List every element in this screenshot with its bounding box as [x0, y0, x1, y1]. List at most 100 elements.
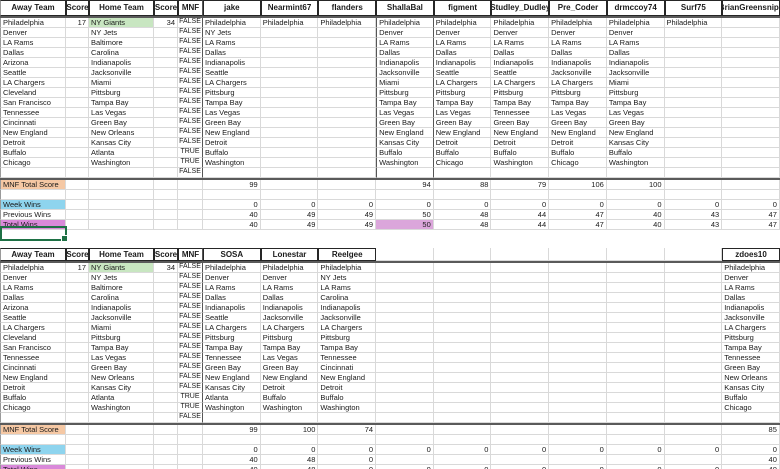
pick-cell[interactable]: LA Rams: [376, 38, 434, 48]
pick-cell[interactable]: [722, 18, 780, 28]
total-wins-cell[interactable]: 44: [491, 220, 550, 230]
mnf-flag-cell[interactable]: FALSE: [178, 68, 203, 78]
total-wins-label[interactable]: Total Wins: [0, 465, 66, 469]
pick-cell[interactable]: New England: [203, 373, 261, 383]
home-score-cell[interactable]: [154, 403, 178, 413]
pick-cell[interactable]: [433, 413, 492, 423]
week-wins-cell[interactable]: 0: [433, 200, 492, 210]
pick-cell[interactable]: Denver: [433, 28, 492, 38]
player-header-BrianGreensnips[interactable]: BrianGreensnips: [722, 0, 780, 16]
pick-cell[interactable]: Seattle: [203, 68, 261, 78]
pick-cell[interactable]: Pittsburg: [491, 88, 550, 98]
blank-cell[interactable]: [154, 180, 178, 190]
pick-cell[interactable]: [491, 413, 550, 423]
pick-cell[interactable]: Green Bay: [376, 118, 434, 128]
mnf-total-cell[interactable]: [491, 425, 550, 435]
pick-cell[interactable]: [318, 148, 377, 158]
pick-cell[interactable]: [549, 343, 607, 353]
week-wins-cell[interactable]: 0: [376, 445, 434, 455]
previous-wins-cell[interactable]: [664, 455, 723, 465]
week-wins-cell[interactable]: 0: [549, 200, 607, 210]
pick-cell[interactable]: [664, 293, 723, 303]
previous-wins-cell[interactable]: 47: [549, 210, 607, 220]
pick-cell[interactable]: [664, 58, 723, 68]
away-team-cell[interactable]: [0, 168, 66, 178]
blank-cell[interactable]: [66, 425, 89, 435]
pick-cell[interactable]: [491, 403, 550, 413]
blank-cell[interactable]: [178, 425, 203, 435]
pick-cell[interactable]: [318, 158, 377, 168]
pick-cell[interactable]: Philadelphia: [376, 18, 434, 28]
pick-cell[interactable]: Tampa Bay: [549, 98, 607, 108]
pick-cell[interactable]: [606, 323, 665, 333]
blank-cell[interactable]: [664, 435, 723, 445]
pick-cell[interactable]: Buffalo: [606, 148, 665, 158]
pick-cell[interactable]: Tennessee: [491, 108, 550, 118]
away-score-cell[interactable]: [66, 353, 89, 363]
home-team-cell[interactable]: Baltimore: [89, 283, 154, 293]
col-header-home-score[interactable]: Score: [154, 248, 178, 261]
col-header-away-score[interactable]: Score: [66, 248, 89, 261]
mnf-flag-cell[interactable]: FALSE: [178, 138, 203, 148]
pick-cell[interactable]: [664, 283, 723, 293]
pick-cell[interactable]: Indianapolis: [491, 58, 550, 68]
home-score-cell[interactable]: [154, 413, 178, 423]
pick-cell[interactable]: [722, 118, 780, 128]
col-header-mnf[interactable]: MNF: [178, 0, 203, 16]
previous-wins-cell[interactable]: 49: [318, 210, 377, 220]
previous-wins-cell[interactable]: 40: [722, 455, 780, 465]
pick-cell[interactable]: LA Rams: [203, 283, 261, 293]
pick-cell[interactable]: Tampa Bay: [203, 343, 261, 353]
pick-cell[interactable]: NY Jets: [203, 28, 261, 38]
home-score-cell[interactable]: [154, 283, 178, 293]
pick-cell[interactable]: [376, 403, 434, 413]
home-team-cell[interactable]: [89, 168, 154, 178]
home-score-cell[interactable]: [154, 38, 178, 48]
week-wins-cell[interactable]: 0: [491, 445, 550, 455]
blank-cell[interactable]: [0, 190, 66, 200]
total-wins-cell[interactable]: 48: [261, 465, 319, 469]
home-score-cell[interactable]: [154, 373, 178, 383]
pick-cell[interactable]: NY Jets: [318, 273, 377, 283]
blank-cell[interactable]: [722, 435, 780, 445]
player-header-Nearmint67[interactable]: Nearmint67: [260, 0, 319, 16]
pick-cell[interactable]: [606, 383, 665, 393]
pick-cell[interactable]: Jacksonville: [376, 68, 434, 78]
blank-cell[interactable]: [154, 220, 178, 230]
home-score-cell[interactable]: [154, 393, 178, 403]
away-team-cell[interactable]: LA Chargers: [0, 78, 66, 88]
away-score-cell[interactable]: [66, 373, 89, 383]
pick-cell[interactable]: [722, 58, 780, 68]
pick-cell[interactable]: [318, 138, 377, 148]
pick-cell[interactable]: [549, 393, 607, 403]
mnf-flag-cell[interactable]: FALSE: [178, 343, 203, 353]
mnf-flag-cell[interactable]: FALSE: [178, 323, 203, 333]
pick-cell[interactable]: [606, 303, 665, 313]
away-team-cell[interactable]: Detroit: [0, 383, 66, 393]
pick-cell[interactable]: [260, 28, 319, 38]
pick-cell[interactable]: [664, 393, 723, 403]
mnf-flag-cell[interactable]: FALSE: [178, 118, 203, 128]
home-team-cell[interactable]: Tampa Bay: [89, 343, 154, 353]
pick-cell[interactable]: [722, 158, 780, 168]
pick-cell[interactable]: Washington: [318, 403, 377, 413]
pick-cell[interactable]: [260, 168, 319, 178]
away-team-cell[interactable]: Detroit: [0, 138, 66, 148]
pick-cell[interactable]: Kansas City: [722, 383, 780, 393]
pick-cell[interactable]: [664, 138, 723, 148]
pick-cell[interactable]: Washington: [491, 158, 550, 168]
away-team-cell[interactable]: [0, 413, 66, 423]
total-wins-cell[interactable]: 40: [606, 220, 665, 230]
col-header-away-team[interactable]: Away Team: [0, 0, 66, 16]
blank-cell[interactable]: [178, 435, 203, 445]
pick-cell[interactable]: Cincinnati: [318, 363, 377, 373]
pick-cell[interactable]: [606, 413, 665, 423]
away-team-cell[interactable]: Chicago: [0, 158, 66, 168]
away-score-cell[interactable]: [66, 138, 89, 148]
total-wins-cell[interactable]: 49: [318, 220, 377, 230]
away-score-cell[interactable]: [66, 333, 89, 343]
pick-cell[interactable]: [491, 293, 550, 303]
blank-cell[interactable]: [606, 435, 665, 445]
mnf-flag-cell[interactable]: FALSE: [178, 333, 203, 343]
home-team-cell[interactable]: Miami: [89, 78, 154, 88]
